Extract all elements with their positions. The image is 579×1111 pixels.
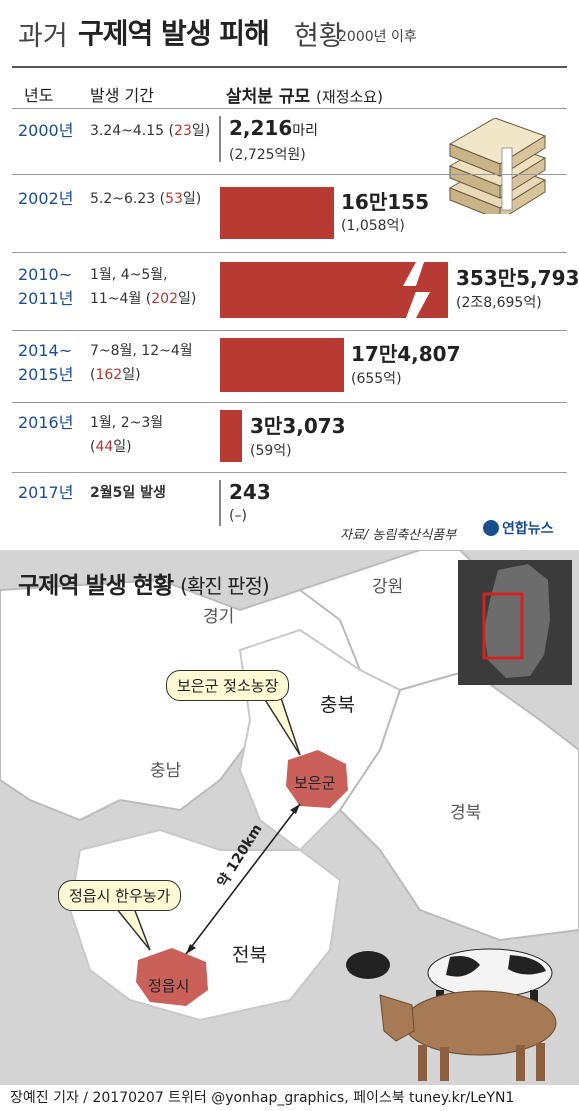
table-row-value: 17만4,807: [351, 342, 461, 366]
bar-2010-2011: [220, 262, 448, 318]
column-header-scale: 살처분 규모 (재정소요): [226, 87, 383, 107]
title-suffix: 현황: [294, 21, 344, 52]
callout-boeun: 보은군 젖소농장: [166, 670, 290, 701]
divider: [12, 472, 567, 473]
table-row-period: 5.2~6.23 (53일): [90, 191, 202, 207]
region-label: 충북: [320, 694, 355, 716]
cow-illustration-icon: [346, 948, 557, 1081]
table-row-value: 243: [229, 480, 271, 504]
table-row-value: 2,216마리: [229, 116, 319, 140]
divider: [12, 252, 567, 253]
page-subtitle: 2000년 이후: [338, 29, 417, 45]
column-header-year: 년도: [24, 86, 54, 105]
region-label: 충남: [150, 761, 182, 781]
table-row-year-line2: 2011년: [18, 289, 74, 308]
column-header-period: 발생 기간: [90, 86, 154, 105]
table-row-period: 2월5일 발생: [90, 485, 166, 501]
table-row-year: 2002년: [18, 189, 74, 208]
money-stack-icon: [448, 118, 547, 214]
table-row-cost: (655억): [351, 371, 402, 387]
inset-map: [458, 560, 572, 685]
table-row-cost: (59억): [250, 443, 292, 459]
region-label: 경북: [450, 803, 482, 823]
table-row-year: 2010~: [18, 265, 73, 284]
bar-axis: [219, 116, 221, 162]
table-row-period: 3.24~4.15 (23일): [90, 123, 211, 139]
brand-logo: 연합뉴스: [483, 518, 554, 538]
divider: [12, 402, 567, 403]
table-row-value: 16만155: [341, 190, 429, 214]
table-row-period: 1월, 4~5월,: [90, 267, 168, 283]
marker-label-boeun: 보은군: [294, 774, 336, 792]
table-row-period: 1월, 2~3월: [90, 415, 164, 431]
table-row-period-line2: (162일): [90, 367, 141, 383]
brand-icon: [483, 520, 499, 536]
bar-2002: [220, 187, 334, 239]
divider: [12, 66, 567, 68]
region-label: 전북: [232, 944, 267, 966]
footer-credit: 장예진 기자 / 20170207 트위터 @yonhap_graphics, …: [10, 1090, 515, 1106]
map-title: 구제역 발생 현황 (확진 판정): [18, 573, 270, 599]
callout-jeongeup: 정읍시 한우농가: [58, 880, 182, 911]
table-row-cost: (2조8,695억): [456, 295, 542, 311]
table-row-period: 7~8월, 12~4월: [90, 343, 193, 359]
table-row-year: 2014~: [18, 341, 73, 360]
bar-axis: [219, 480, 221, 526]
bar-2014-2015: [220, 338, 344, 392]
table-row-year-line2: 2015년: [18, 365, 74, 384]
table-row-cost: (–): [229, 508, 247, 524]
table-row-year: 2000년: [18, 121, 74, 140]
table-row-cost: (2,725억원): [229, 147, 306, 163]
title-prefix: 과거: [18, 21, 68, 52]
table-row-value: 3만3,073: [250, 414, 346, 438]
region-label: 경기: [203, 607, 235, 627]
korea-inset-icon: [482, 564, 550, 678]
divider: [12, 108, 567, 109]
table-row-period-line2: (44일): [90, 439, 132, 455]
table-row-value: 353만5,793: [456, 266, 579, 290]
jeongeup-marker: [136, 948, 208, 1006]
divider: [12, 330, 567, 331]
table-row-cost: (1,058억): [341, 218, 405, 234]
marker-label-jeongeup: 정읍시: [148, 977, 190, 995]
source-credit: 자료/ 농림축산식품부: [340, 528, 457, 543]
table-row-year: 2016년: [18, 413, 74, 432]
page-title: 구제역 발생 피해: [78, 17, 270, 50]
boeun-marker: [286, 750, 348, 808]
divider: [12, 174, 567, 175]
bar-2016: [220, 410, 242, 462]
region-label: 강원: [372, 577, 404, 597]
table-row-period-line2: 11~4월 (202일): [90, 291, 197, 307]
table-row-year: 2017년: [18, 483, 74, 502]
